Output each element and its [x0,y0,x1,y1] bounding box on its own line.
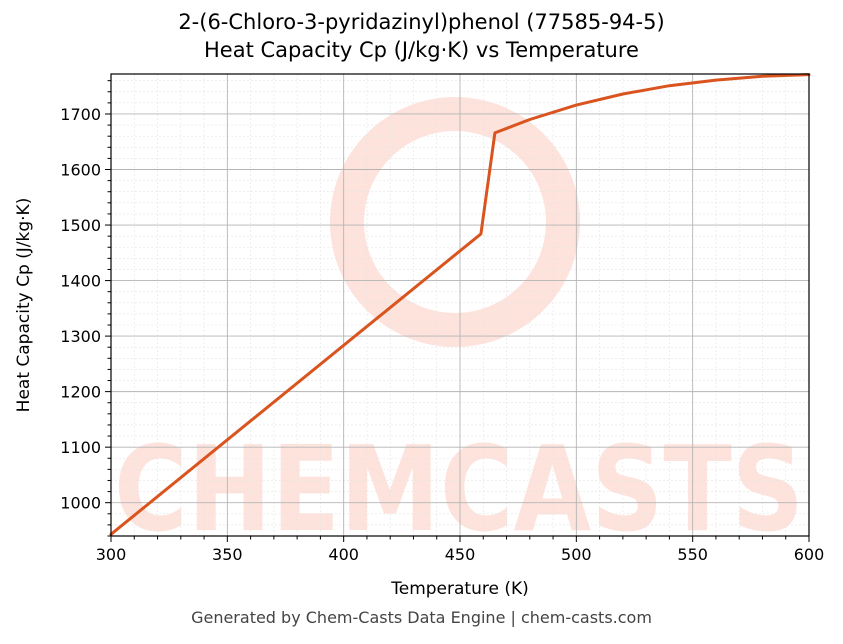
x-tick-label: 600 [794,545,825,564]
chart-title: 2-(6-Chloro-3-pyridazinyl)phenol (77585-… [178,10,665,34]
heat-capacity-line [109,73,811,536]
y-tick-label: 1100 [60,438,101,457]
y-tick-label: 1200 [60,383,101,402]
chemcasts-watermark: CHEMCASTS [114,97,804,558]
y-tick-label: 1400 [60,272,101,291]
y-tick-label: 1700 [60,105,101,124]
y-tick-label: 1600 [60,161,101,180]
y-axis-label: Heat Capacity Cp (J/kg·K) [14,198,34,413]
x-tick-label: 300 [96,545,127,564]
x-tick-label: 550 [677,545,708,564]
major-grid [110,74,810,536]
footer-credit: Generated by Chem-Casts Data Engine | ch… [191,608,652,627]
series-layer [109,73,811,536]
y-tick-label: 1300 [60,327,101,346]
watermark-text: CHEMCASTS [114,420,804,558]
x-axis-label: Temperature (K) [390,579,529,599]
axis-ticks: 300 350 400 450 500 550 600 1000 1100 1200 1300 140… [60,80,825,564]
chart-subtitle: Heat Capacity Cp (J/kg·K) vs Temperature [204,38,639,62]
x-tick-label: 450 [445,545,476,564]
y-tick-label: 1500 [60,216,101,235]
y-tick-label: 1000 [60,494,101,513]
x-tick-label: 500 [561,545,592,564]
watermark-ring [330,97,580,347]
x-tick-label: 400 [328,545,359,564]
x-tick-label: 350 [212,545,243,564]
